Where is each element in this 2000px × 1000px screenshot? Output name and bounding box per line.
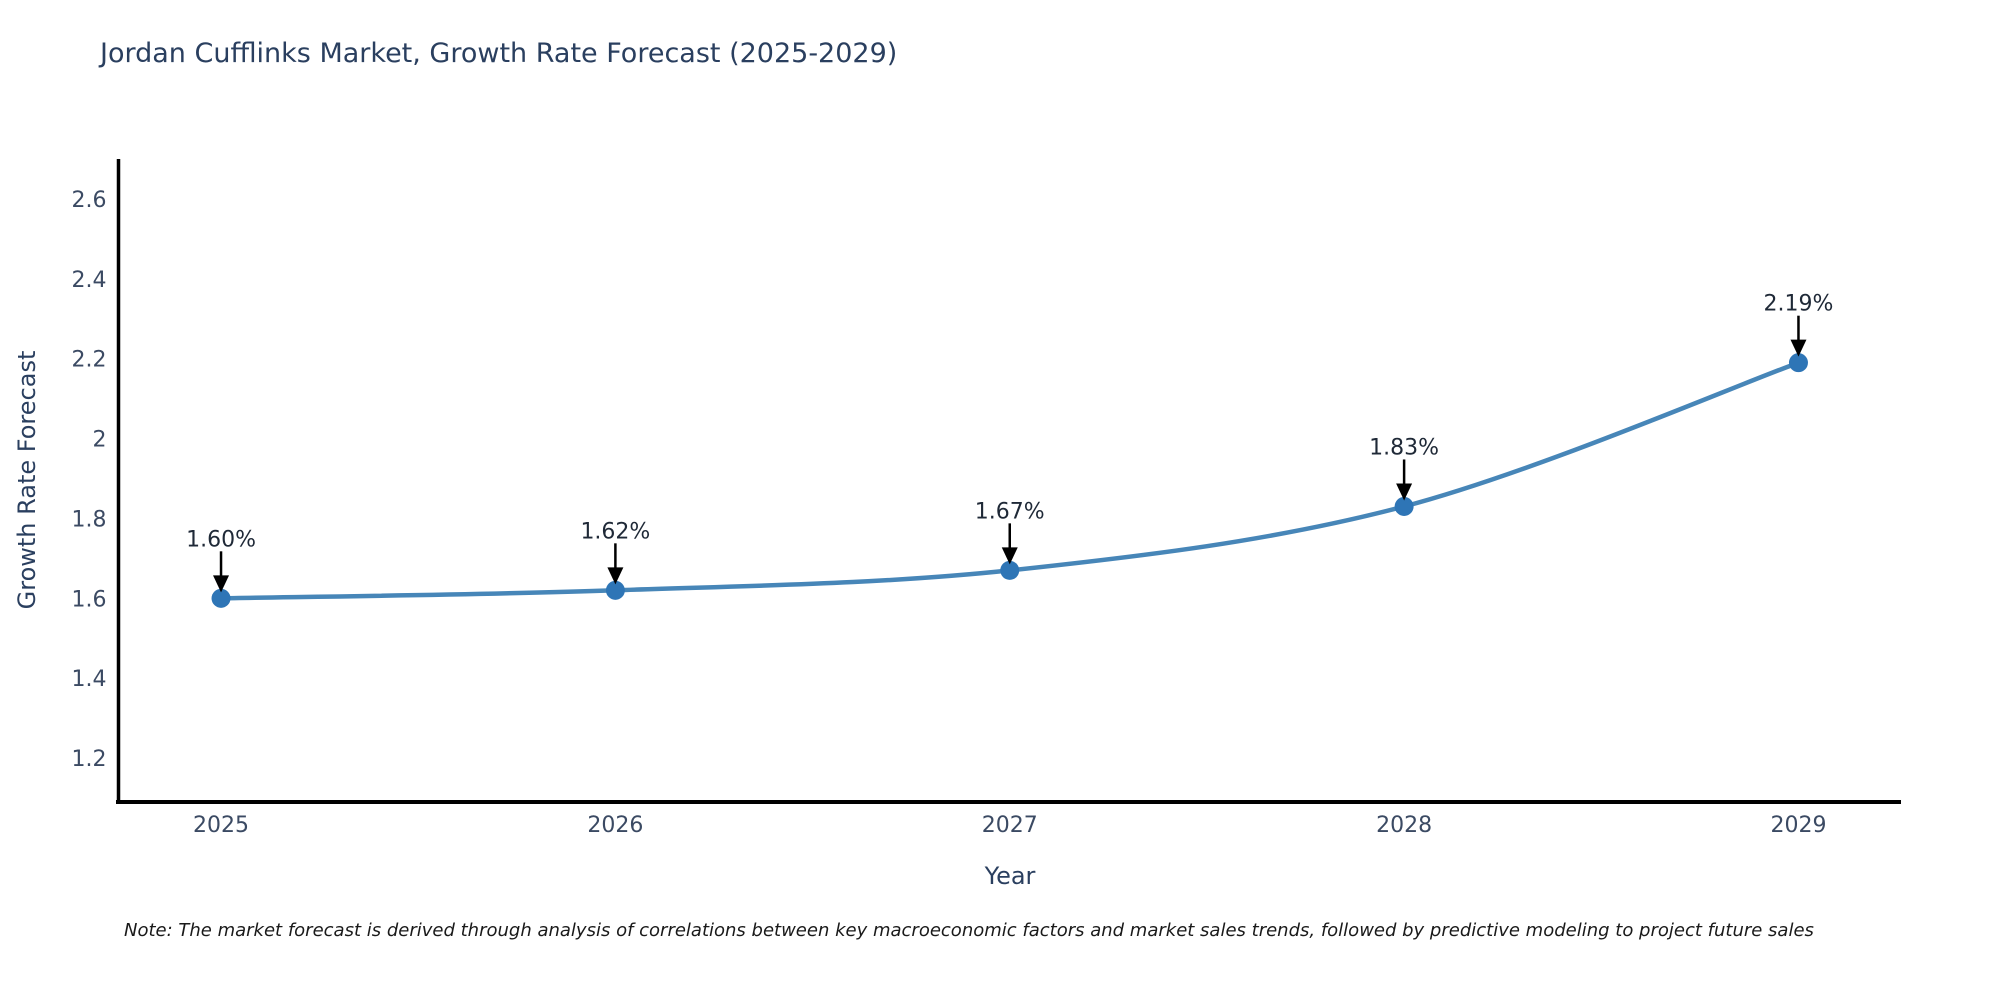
annotation-arrow-head (1001, 547, 1018, 565)
data-point-marker (1788, 353, 1808, 373)
footnote: Note: The market forecast is derived thr… (124, 920, 1814, 941)
y-axis-title: Growth Rate Forecast (13, 350, 41, 610)
data-point-label: 1.62% (580, 519, 650, 544)
chart-title: Jordan Cufflinks Market, Growth Rate For… (100, 38, 898, 69)
y-tick-label: 1.4 (72, 667, 107, 692)
data-point-marker (1394, 496, 1414, 516)
y-tick-label: 2.4 (72, 268, 107, 293)
y-tick-label: 2.2 (72, 348, 107, 373)
x-axis-title: Year (984, 862, 1036, 890)
x-tick-label: 2028 (1376, 813, 1432, 838)
data-point-marker (211, 588, 231, 608)
data-point-label: 1.83% (1369, 435, 1439, 460)
annotation-arrow-head (607, 567, 624, 585)
annotation-arrow-head (1790, 339, 1807, 357)
x-tick-label: 2027 (982, 813, 1038, 838)
data-point-marker (605, 580, 625, 600)
annotation-arrow-head (213, 575, 230, 593)
data-point-label: 1.67% (975, 499, 1045, 524)
x-tick-label: 2029 (1770, 813, 1826, 838)
annotation-arrow-head (1396, 483, 1413, 501)
x-tick-label: 2025 (193, 813, 249, 838)
data-point-label: 2.19% (1764, 292, 1834, 317)
data-point-label: 1.60% (186, 527, 256, 552)
y-tick-label: 2.6 (72, 188, 107, 213)
x-tick-label: 2026 (587, 813, 643, 838)
y-tick-label: 1.2 (72, 747, 107, 772)
data-point-marker (1000, 560, 1020, 580)
y-tick-label: 1.6 (72, 587, 107, 612)
y-tick-label: 2 (93, 428, 107, 453)
y-tick-label: 1.8 (72, 507, 107, 532)
